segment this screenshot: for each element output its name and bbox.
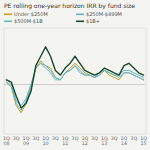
- x-tick-label: 3Q: [32, 136, 39, 141]
- legend-label: $1B+: [86, 18, 100, 24]
- x-tick-label: 1Q08: [3, 136, 10, 146]
- legend-label: Under $250M: [14, 11, 48, 17]
- x-tick-label: 3Q: [91, 136, 98, 141]
- legend-swatch: [76, 14, 84, 16]
- x-tick-label: 1Q13: [101, 136, 108, 146]
- legend: Under $250M $250M-$499M $500M-$1B $1B+: [4, 11, 122, 24]
- chart: PE rolling one-year horizon IRR by fund …: [0, 0, 150, 150]
- legend-swatch: [4, 14, 12, 16]
- x-tick-label: 1Q12: [81, 136, 88, 146]
- series-line: [6, 63, 143, 110]
- x-tick-label: 1Q14: [121, 136, 128, 146]
- x-tick-label: 3Q: [130, 136, 137, 141]
- x-tick-label: 1Q15: [140, 136, 147, 146]
- x-tick-label: 1Q11: [62, 136, 69, 146]
- legend-swatch: [76, 20, 84, 22]
- x-tick-label: 1Q09: [23, 136, 30, 146]
- x-tick-label: 3Q: [13, 136, 20, 141]
- title: PE rolling one-year horizon IRR by fund …: [4, 2, 135, 10]
- lines: [6, 47, 143, 113]
- x-tick-label: 3Q: [111, 136, 118, 141]
- plot-frame: [4, 28, 146, 134]
- x-tick-label: 1Q10: [42, 136, 49, 146]
- legend-label: $250M-$499M: [86, 11, 122, 17]
- series-line: [6, 47, 143, 108]
- x-tick-label: 3Q: [72, 136, 79, 141]
- legend-swatch: [4, 20, 12, 22]
- background: [0, 0, 150, 150]
- zero-line: [4, 84, 146, 85]
- legend-label: $500M-$1B: [14, 18, 43, 24]
- x-tick-label: 3Q: [52, 136, 59, 141]
